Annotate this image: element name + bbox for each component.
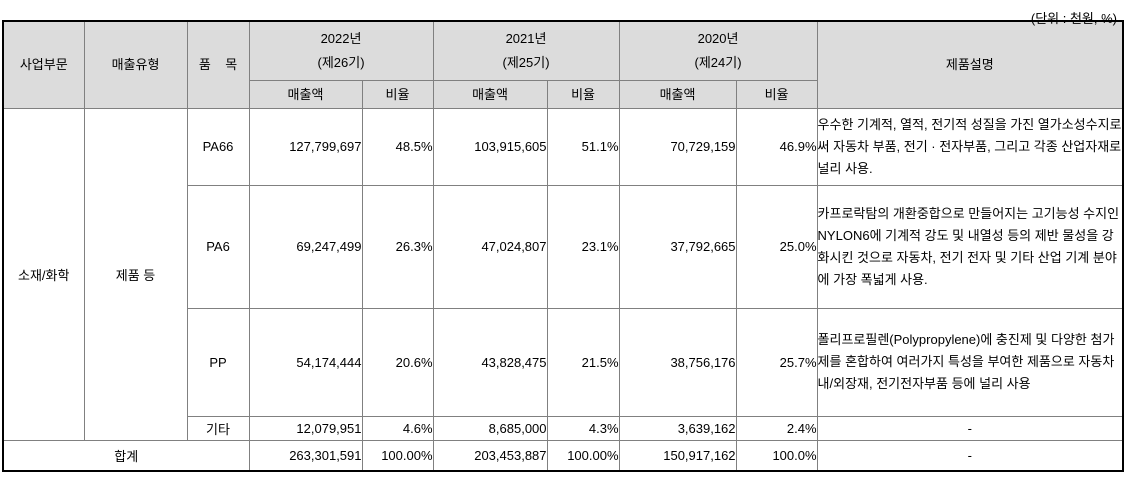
- header-sales-type: 매출유형: [83, 20, 188, 109]
- cell-pp-2022-ratio: 20.6%: [361, 307, 434, 417]
- cell-pa6-2021-amount: 47,024,807: [432, 184, 548, 309]
- cell-pa66-2020-ratio: 46.9%: [735, 107, 818, 186]
- table-row-pa6: PA6 69,247,499 26.3% 47,024,807 23.1% 37…: [3, 184, 1124, 309]
- cell-pa6-2021-ratio: 23.1%: [546, 184, 620, 309]
- cell-total-2020-amount: 150,917,162: [618, 439, 737, 472]
- year-2021-label: 2021년: [505, 30, 547, 46]
- year-2020-label: 2020년: [697, 30, 739, 46]
- year-2022-label: 2022년: [320, 30, 362, 46]
- unit-note: (단위 : 천원, %): [1030, 11, 1117, 26]
- header-business-division: 사업부문: [2, 20, 85, 109]
- cell-pa66-2022-amount: 127,799,697: [248, 107, 363, 186]
- header-row-sub: 매출액 비율 매출액 비율 매출액 비율: [3, 79, 1123, 109]
- cell-etc-2021-amount: 8,685,000: [432, 415, 548, 441]
- table-row-pa66: 소재/화학 제품 등 PA66 127,799,697 48.5% 103,91…: [2, 107, 1124, 441]
- cell-sales-type: 제품 등: [83, 107, 188, 441]
- header-item: 품 목: [186, 20, 250, 109]
- year-2021-term: (제25기): [502, 54, 550, 70]
- header-amount-2020: 매출액: [618, 79, 737, 109]
- year-2020-term: (제24기): [694, 54, 742, 70]
- cell-pp-2021-amount: 43,828,475: [432, 307, 548, 417]
- cell-total-2021-ratio: 100.00%: [546, 439, 620, 472]
- cell-pa6-description: 카프로락탐의 개환중합으로 만들어지는 고기능성 수지인 NYLON6에 기계적…: [816, 184, 1124, 309]
- cell-total-2022-ratio: 100.00%: [361, 439, 434, 472]
- cell-pa66-2021-amount: 103,915,605: [432, 107, 548, 186]
- year-2022-term: (제26기): [317, 54, 365, 70]
- cell-etc-2021-ratio: 4.3%: [546, 415, 620, 441]
- header-year-2022: 2022년 (제26기): [248, 20, 434, 81]
- cell-pa66-description: 우수한 기계적, 열적, 전기적 성질을 가진 열가소성수지로써 자동차 부품,…: [816, 107, 1124, 186]
- cell-total-2020-ratio: 100.0%: [735, 439, 818, 472]
- cell-etc-2020-ratio: 2.4%: [735, 415, 818, 441]
- header-product-description: 제품설명: [816, 20, 1124, 109]
- cell-business-division: 소재/화학: [2, 107, 85, 441]
- cell-etc-description: -: [816, 415, 1124, 441]
- cell-total-label: 합계: [2, 439, 250, 472]
- header-ratio-2022: 비율: [361, 79, 434, 109]
- header-ratio-2020: 비율: [735, 79, 818, 109]
- cell-pa66-2022-ratio: 48.5%: [361, 107, 434, 186]
- cell-pa6-2022-amount: 69,247,499: [248, 184, 363, 309]
- cell-total-2021-amount: 203,453,887: [432, 439, 548, 472]
- cell-pa6-2020-amount: 37,792,665: [618, 184, 737, 309]
- cell-etc-2020-amount: 3,639,162: [618, 415, 737, 441]
- cell-pp-item: PP: [186, 307, 250, 417]
- cell-pa66-2020-amount: 70,729,159: [618, 107, 737, 186]
- header-amount-2022: 매출액: [248, 79, 363, 109]
- cell-pp-2020-ratio: 25.7%: [735, 307, 818, 417]
- cell-pp-2020-amount: 38,756,176: [618, 307, 737, 417]
- cell-pa66-2021-ratio: 51.1%: [546, 107, 620, 186]
- cell-pa6-2022-ratio: 26.3%: [361, 184, 434, 309]
- table-row-total: 합계 263,301,591 100.00% 203,453,887 100.0…: [2, 439, 1124, 472]
- header-year-2021: 2021년 (제25기): [432, 20, 620, 81]
- cell-total-description: -: [816, 439, 1124, 472]
- cell-pp-description: 폴리프로필렌(Polypropylene)에 충진제 및 다양한 첨가제를 혼합…: [816, 307, 1124, 417]
- header-year-2020: 2020년 (제24기): [618, 20, 818, 81]
- cell-pp-2022-amount: 54,174,444: [248, 307, 363, 417]
- cell-pp-2021-ratio: 21.5%: [546, 307, 620, 417]
- cell-pa6-item: PA6: [186, 184, 250, 309]
- cell-pa6-2020-ratio: 25.0%: [735, 184, 818, 309]
- cell-etc-item: 기타: [186, 415, 250, 441]
- cell-total-2022-amount: 263,301,591: [248, 439, 363, 472]
- header-amount-2021: 매출액: [432, 79, 548, 109]
- table-row-etc: 기타 12,079,951 4.6% 8,685,000 4.3% 3,639,…: [3, 415, 1124, 441]
- cell-pa66-item: PA66: [186, 107, 250, 186]
- cell-etc-2022-amount: 12,079,951: [248, 415, 363, 441]
- header-ratio-2021: 비율: [546, 79, 620, 109]
- cell-etc-2022-ratio: 4.6%: [361, 415, 434, 441]
- header-row-groups: 사업부문 매출유형 품 목 2022년 (제26기) 2021년 (제25기) …: [2, 20, 1124, 109]
- sales-table: 사업부문 매출유형 품 목 2022년 (제26기) 2021년 (제25기) …: [2, 20, 1124, 472]
